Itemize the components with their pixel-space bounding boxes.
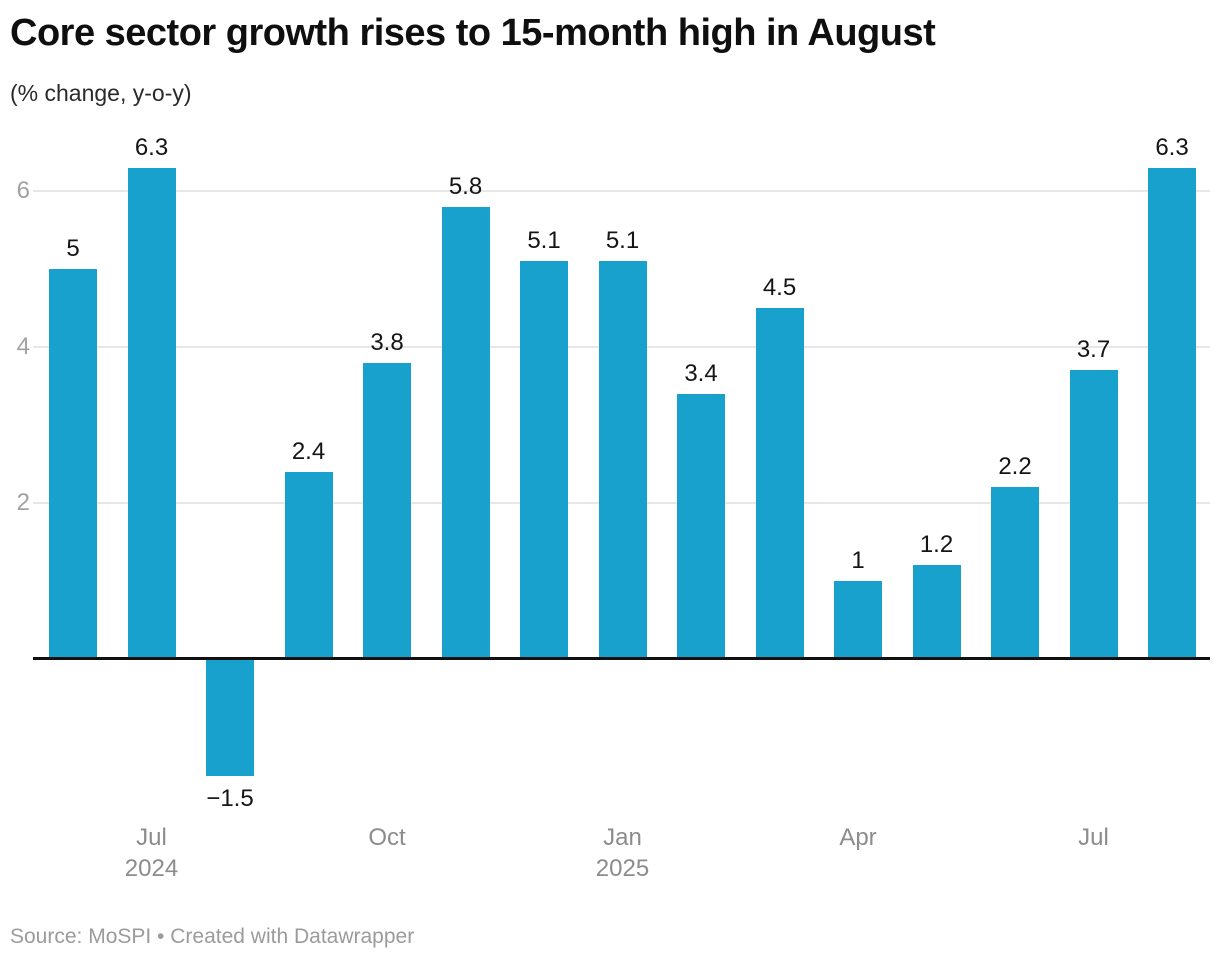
bar-value-label: −1.5 (206, 785, 254, 812)
bar-value-label: 1.2 (919, 531, 954, 559)
bar-value-label: 5.1 (527, 227, 561, 255)
bar-value-label: 6.3 (134, 133, 169, 161)
bar (363, 362, 411, 659)
bar-value-label: 2.2 (998, 453, 1032, 481)
bar (834, 581, 882, 659)
gridline (33, 190, 1210, 192)
bar-value-label: 5.8 (448, 172, 483, 200)
x-axis-tick-line: 2025 (595, 855, 650, 882)
chart-title: Core sector growth rises to 15-month hig… (10, 12, 936, 54)
y-axis-tick-label: 4 (16, 333, 30, 360)
bar-value-label: 6.3 (1155, 133, 1189, 161)
bar-value-label: 5 (66, 235, 80, 262)
x-axis-tick-line: 2024 (124, 855, 179, 882)
bar-value-label: 3.4 (684, 359, 718, 387)
x-axis-tick-line: Jul (1078, 824, 1109, 851)
bar (598, 261, 647, 659)
bar (206, 660, 254, 776)
x-axis-tick-line: Jul (136, 824, 167, 851)
x-axis-tick-label: Jan 2025 (553, 822, 693, 884)
bar (677, 393, 725, 659)
source-footer: Source: MoSPI • Created with Datawrapper (10, 925, 415, 948)
x-axis-tick-label: Oct (317, 822, 457, 853)
y-axis-tick-label: 2 (16, 489, 30, 516)
x-axis-tick-line: Oct (368, 824, 406, 851)
y-axis-tick-label: 6 (16, 177, 30, 204)
x-axis-tick-line: Apr (839, 824, 877, 851)
bar (520, 261, 568, 659)
bar (991, 487, 1039, 659)
bar-value-label: 5.1 (605, 227, 640, 255)
x-axis-tick-line: Jan (603, 824, 642, 851)
bar (284, 471, 333, 659)
bar-value-label: 2.4 (291, 437, 326, 465)
bar (1069, 370, 1118, 659)
bar-value-label: 1 (851, 547, 865, 574)
x-axis-tick-label: Apr (788, 822, 928, 853)
chart-subtitle: (% change, y-o-y) (10, 80, 192, 106)
bar (755, 308, 804, 659)
bar-value-label: 3.8 (370, 328, 404, 356)
bar-value-label: 3.7 (1076, 336, 1111, 364)
x-axis-tick-label: Jul 2024 (82, 822, 222, 884)
zero-baseline (33, 657, 1210, 660)
bar (441, 206, 490, 659)
bar (912, 565, 961, 659)
bar-value-label: 4.5 (762, 274, 797, 301)
bar (127, 167, 176, 659)
x-axis-tick-label: Jul (1024, 822, 1164, 853)
bar (1148, 167, 1196, 659)
bar (49, 269, 97, 659)
